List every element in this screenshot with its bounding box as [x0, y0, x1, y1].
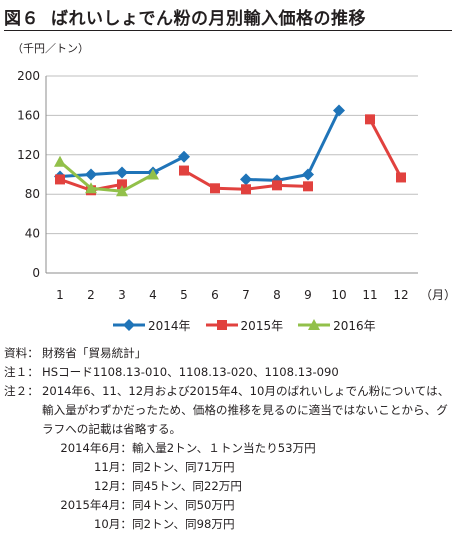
data-point	[55, 174, 65, 185]
title-divider	[4, 30, 452, 31]
x-tick-label: 5	[180, 288, 188, 302]
data-point	[241, 184, 251, 195]
omitted-text: 同45トン、同22万円	[132, 479, 242, 493]
omitted-item: 10月： 同2トン、同98万円	[4, 515, 452, 534]
data-point	[272, 180, 282, 191]
omitted-key: 2014年6月：	[60, 441, 132, 455]
x-tick-label: 10	[331, 288, 346, 302]
legend-label: 2014年	[148, 318, 191, 333]
y-tick-label: 40	[25, 227, 40, 241]
legend-swatch	[113, 319, 145, 331]
y-axis-unit-label: （千円／トン）	[12, 42, 89, 55]
data-point	[240, 173, 252, 186]
x-tick-label: 12	[393, 288, 408, 302]
data-point	[210, 183, 220, 194]
legend-label: 2016年	[333, 318, 376, 333]
x-tick-label: 1	[56, 288, 64, 302]
legend-item: 2014年	[112, 316, 191, 334]
x-tick-label: 6	[211, 288, 219, 302]
x-tick-label: 2	[87, 288, 95, 302]
figure-number: 図６	[4, 9, 39, 29]
omitted-key: 12月：	[94, 479, 132, 493]
x-tick-label: 8	[273, 288, 281, 302]
data-point	[333, 104, 345, 117]
omitted-item: 11月： 同2トン、同71万円	[4, 458, 452, 477]
note-2: 注２： 2014年6、11、12月および2015年4、10月のばれいしょでん粉に…	[4, 382, 452, 439]
data-point	[85, 182, 97, 194]
omitted-key: 10月：	[94, 517, 132, 531]
y-tick-label: 200	[17, 69, 40, 83]
note-text: HSコード1108.13-010、1108.13-020、1108.13-090	[42, 365, 339, 379]
note-source: 資料： 財務省「貿易統計」	[4, 344, 452, 363]
y-tick-label: 120	[17, 148, 40, 162]
note-label: 注２：	[4, 384, 39, 398]
x-tick-label: 4	[149, 288, 157, 302]
y-tick-label: 0	[32, 266, 40, 280]
x-tick-label: 7	[242, 288, 250, 302]
omitted-key: 11月：	[94, 460, 132, 474]
omitted-item: 2014年6月： 輸入量2トン、１トン当たり53万円	[4, 439, 452, 458]
data-point	[147, 168, 159, 180]
data-point	[54, 155, 66, 167]
legend-swatch	[298, 319, 331, 330]
omitted-text: 同4トン、同50万円	[132, 498, 235, 512]
note-1: 注１： HSコード1108.13-010、1108.13-020、1108.13…	[4, 363, 452, 382]
figure-title-text: ばれいしょでん粉の月別輸入価格の推移	[51, 9, 366, 29]
x-tick-label: 9	[304, 288, 312, 302]
data-point	[179, 165, 189, 176]
omitted-item: 2015年4月： 同4トン、同50万円	[4, 496, 452, 515]
data-point	[365, 114, 375, 125]
chart-legend: 2014年 2015年 2016年	[112, 316, 376, 334]
data-point	[302, 168, 314, 181]
x-tick-label: 3	[118, 288, 126, 302]
x-tick-label: 11	[362, 288, 377, 302]
omitted-item: 12月： 同45トン、同22万円	[4, 477, 452, 496]
omitted-text: 同2トン、同98万円	[132, 517, 235, 531]
series-line	[245, 109, 341, 182]
omitted-text: 輸入量2トン、１トン当たり53万円	[132, 441, 316, 455]
note-label: 資料：	[4, 346, 39, 360]
data-point	[85, 168, 97, 181]
series-line	[368, 118, 403, 179]
data-point	[178, 150, 190, 163]
legend-label: 2015年	[240, 318, 284, 333]
note-text: 2014年6、11、12月および2015年4、10月のばれいしょでん粉については…	[42, 384, 450, 436]
data-point	[117, 179, 127, 190]
note-text: 財務省「貿易統計」	[42, 346, 147, 360]
note-label: 注１：	[4, 365, 39, 379]
omitted-key: 2015年4月：	[60, 498, 132, 512]
data-point	[396, 172, 406, 183]
figure-title: 図６ ばれいしょでん粉の月別輸入価格の推移	[4, 4, 452, 29]
x-axis-unit-label: （月）	[420, 288, 456, 302]
legend-swatch	[205, 320, 238, 330]
omitted-text: 同2トン、同71万円	[132, 460, 235, 474]
series-line	[59, 160, 154, 193]
y-tick-label: 160	[17, 108, 40, 122]
notes-section: 資料： 財務省「貿易統計」 注１： HSコード1108.13-010、1108.…	[4, 344, 452, 534]
legend-item: 2015年	[205, 316, 284, 334]
data-point	[116, 185, 128, 197]
data-point	[116, 166, 128, 179]
y-tick-label: 80	[25, 187, 40, 201]
legend-item: 2016年	[297, 316, 376, 334]
data-point	[303, 181, 313, 192]
